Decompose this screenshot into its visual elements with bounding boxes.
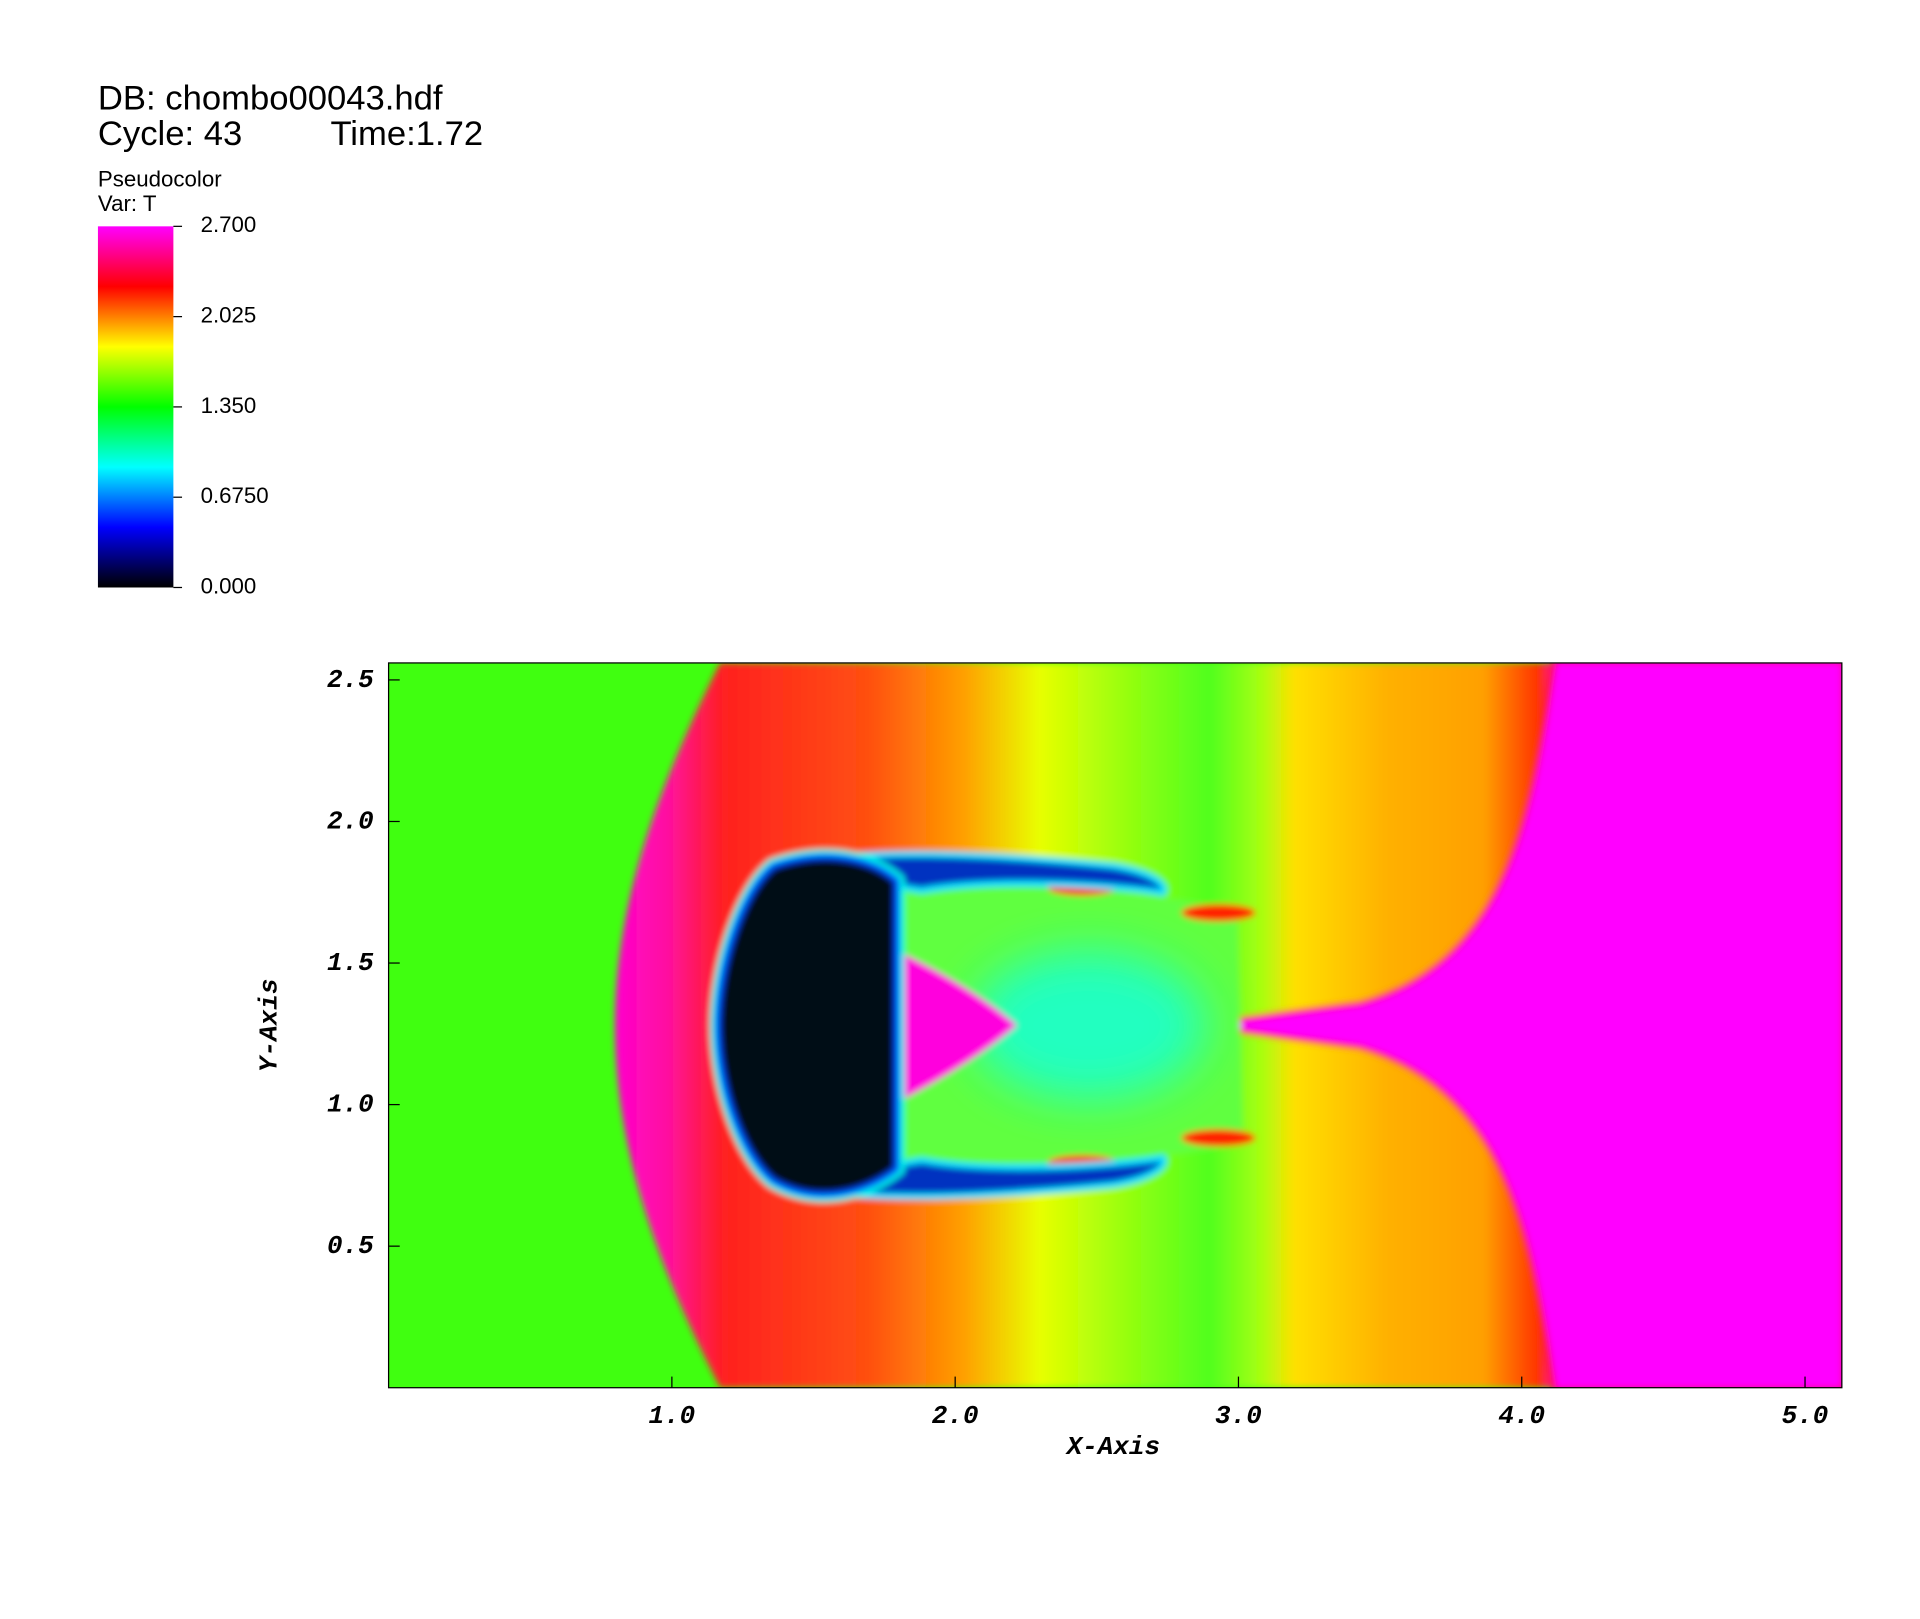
x-tick-label: 2.0 [932, 1401, 979, 1431]
y-axis-title: Y-Axis [255, 979, 285, 1073]
pseudocolor-field [388, 662, 1842, 1388]
colorbar [97, 226, 174, 588]
plot-name: Pseudocolor [98, 166, 222, 191]
x-tick-label: 1.0 [648, 1401, 695, 1431]
time-label: Time:1.72 [330, 115, 483, 153]
y-tick-label: 0.5 [327, 1231, 374, 1261]
colorbar-tick-label: 2.700 [201, 212, 257, 237]
cycle-label: Cycle: 43 [98, 115, 242, 153]
colorbar-tick-label: 2.025 [201, 303, 257, 328]
database-label: DB: chombo00043.hdf [98, 79, 443, 117]
x-axis-title: X-Axis [1065, 1432, 1161, 1462]
y-tick-label: 1.0 [327, 1089, 374, 1119]
colorbar-tick-label: 0.6750 [201, 483, 269, 508]
x-tick-label: 3.0 [1215, 1401, 1262, 1431]
colorbar-tick-label: 0.000 [201, 573, 257, 598]
colorbar-tick-label: 1.350 [201, 393, 257, 418]
y-tick-label: 2.5 [327, 665, 374, 695]
y-tick-label: 2.0 [327, 806, 374, 836]
x-tick-label: 4.0 [1498, 1401, 1545, 1431]
variable-label: Var: T [98, 191, 157, 216]
y-tick-label: 1.5 [327, 948, 374, 978]
plot-frame [387, 662, 1843, 1389]
x-tick-label: 5.0 [1782, 1401, 1829, 1431]
